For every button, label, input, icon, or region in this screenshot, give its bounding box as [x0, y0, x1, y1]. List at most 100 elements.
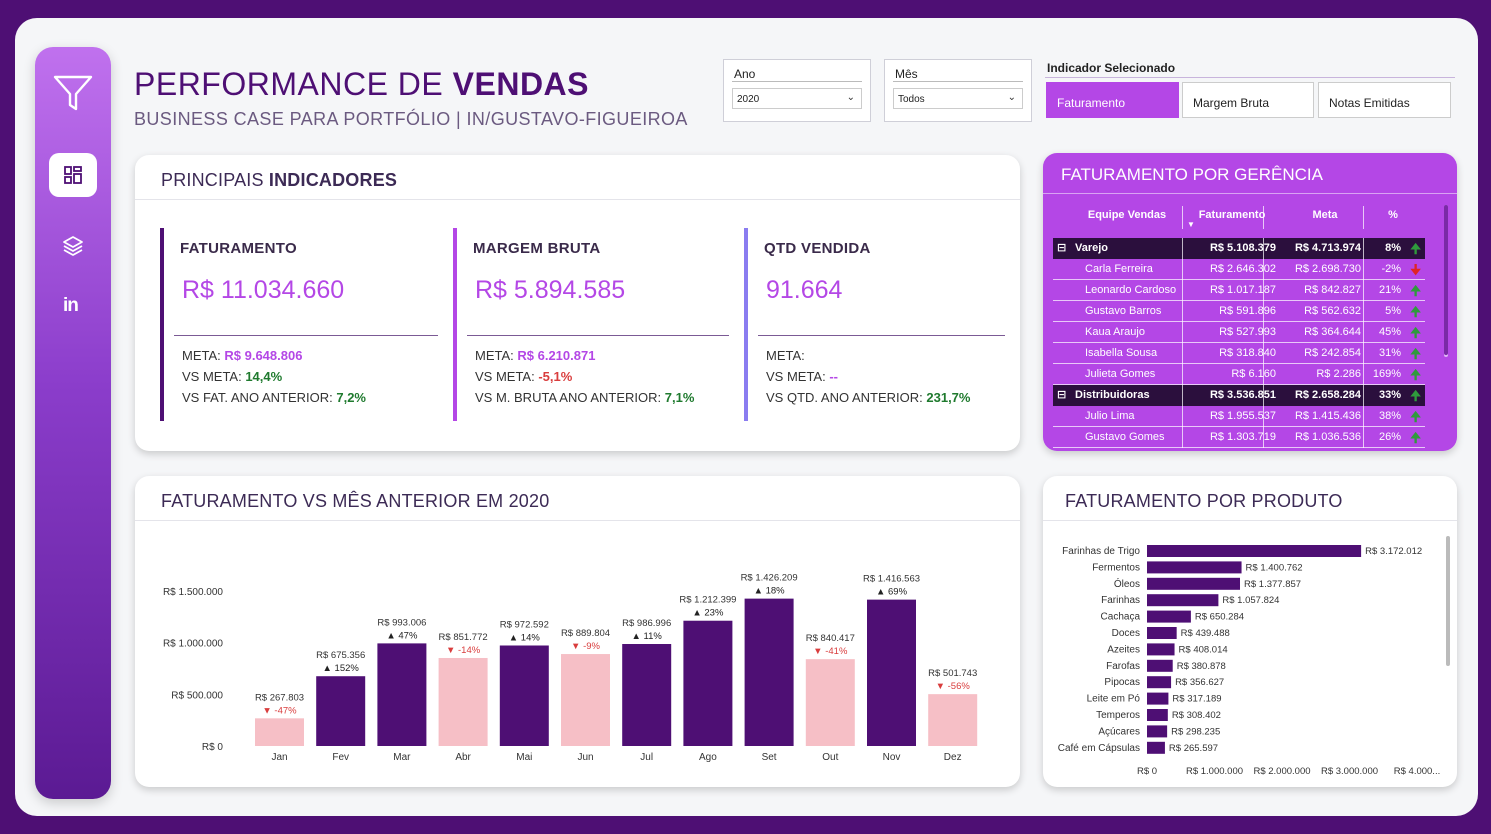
variation-label: ▼ -14% [446, 645, 481, 656]
linkedin-icon[interactable]: in [63, 295, 79, 316]
cell-pct: 26% [1378, 431, 1401, 443]
data-label: R$ 1.400.762 [1246, 562, 1303, 573]
arrow-up-icon: 🠉 [1410, 430, 1421, 445]
x-tick-label: Abr [455, 752, 471, 763]
arrow-up-icon: 🠉 [1410, 304, 1421, 319]
cell-equipe: Kaua Araujo [1085, 326, 1145, 338]
chevron-down-icon: ⌄ [846, 92, 855, 103]
mes-dropdown[interactable]: Todos ⌄ [893, 88, 1023, 109]
indicator-faturamento-button[interactable]: Faturamento [1046, 82, 1179, 118]
data-label: R$ 317.189 [1172, 694, 1221, 705]
indicator-margem-bruta-button[interactable]: Margem Bruta [1182, 82, 1314, 118]
bar-abr[interactable] [438, 657, 488, 746]
product-bar[interactable] [1147, 577, 1241, 590]
cell-equipe: Gustavo Gomes [1085, 431, 1165, 443]
bar-mai[interactable] [499, 645, 549, 746]
cell-pct: 21% [1378, 284, 1401, 296]
header-faturamento[interactable]: Faturamento [1198, 209, 1266, 221]
product-bar[interactable] [1147, 692, 1169, 705]
layers-icon[interactable] [62, 235, 84, 257]
bar-set[interactable] [744, 598, 794, 746]
x-tick-label: Mai [516, 752, 532, 763]
bar-out[interactable] [805, 659, 855, 746]
product-bar[interactable] [1147, 610, 1191, 623]
table-row[interactable]: Isabella Sousa R$ 318.840 R$ 242.854 31% 🠉 [1053, 343, 1425, 364]
group-row[interactable]: ⊟ Distribuidoras R$ 3.536.851 R$ 2.658.284 3… [1053, 385, 1425, 406]
variation-label: ▲ 23% [692, 608, 724, 619]
variation-label: ▼ -9% [571, 641, 600, 652]
bar-fev[interactable] [316, 676, 366, 746]
table-row[interactable]: Julieta Gomes R$ 6.160 R$ 2.286 169% 🠉 [1053, 364, 1425, 385]
bar-jan[interactable] [255, 718, 304, 746]
data-label: R$ 650.284 [1195, 612, 1244, 623]
filter-icon[interactable] [53, 73, 93, 113]
data-label: R$ 408.014 [1179, 644, 1228, 655]
kpi-vs-meta: VS META: -- [766, 369, 838, 384]
kpi-name: MARGEM BRUTA [473, 240, 601, 257]
gerencia-title: FATURAMENTO POR GERÊNCIA [1061, 165, 1323, 184]
product-bar[interactable] [1147, 627, 1177, 639]
x-tick-label: Fev [332, 752, 349, 763]
product-scrollbar[interactable] [1446, 536, 1450, 666]
product-bar[interactable] [1147, 725, 1168, 738]
category-label: Açúcares [1098, 726, 1140, 737]
table-row[interactable]: Kaua Araujo R$ 527.993 R$ 364.644 45% 🠉 [1053, 322, 1425, 343]
product-bar[interactable] [1147, 561, 1242, 574]
bar-dez[interactable] [928, 694, 978, 746]
variation-label: ▼ -47% [262, 705, 297, 716]
dashboard-nav-button[interactable] [49, 153, 97, 197]
bar-ago[interactable] [683, 620, 733, 746]
gerencia-scrollbar[interactable] [1444, 205, 1448, 357]
data-label: R$ 298.235 [1171, 726, 1220, 737]
monthly-chart-card: FATURAMENTO VS MÊS ANTERIOR EM 2020 R$ 0… [135, 476, 1020, 787]
category-label: Óleos [1114, 577, 1140, 590]
page-subtitle: BUSINESS CASE PARA PORTFÓLIO | IN/GUSTAV… [134, 109, 688, 129]
y-tick-label: R$ 1.500.000 [163, 587, 223, 598]
x-tick-label: Jul [640, 752, 653, 763]
table-row[interactable]: Leonardo Cardoso R$ 1.017.187 R$ 842.827 21… [1053, 280, 1425, 301]
kpi-value: R$ 11.034.660 [182, 276, 345, 304]
product-bar[interactable] [1147, 709, 1168, 721]
collapse-icon[interactable]: ⊟ [1057, 389, 1067, 401]
product-bar[interactable] [1147, 594, 1219, 607]
bar-mar[interactable] [377, 643, 427, 746]
data-label: R$ 1.377.857 [1244, 579, 1301, 590]
product-bar[interactable] [1147, 545, 1362, 557]
kpi-value: 91.664 [766, 276, 843, 304]
table-row[interactable]: Julio Lima R$ 1.955.537 R$ 1.415.436 38% 🠉 [1053, 406, 1425, 427]
indicator-notas-emitidas-button[interactable]: Notas Emitidas [1318, 82, 1451, 118]
title-bold: VENDAS [452, 66, 589, 102]
data-label: R$ 265.597 [1169, 743, 1218, 754]
product-bar[interactable] [1147, 643, 1175, 656]
cell-pct: 5% [1385, 305, 1401, 317]
header-equipe[interactable]: Equipe Vendas [1087, 209, 1167, 221]
table-row[interactable]: Carla Ferreira R$ 2.646.302 R$ 2.698.730 -2… [1053, 259, 1425, 280]
kpi-title-light: PRINCIPAIS [161, 170, 269, 190]
y-tick-label: R$ 500.000 [171, 690, 223, 701]
category-label: Farinhas [1101, 595, 1140, 606]
x-tick-label: Jun [577, 752, 593, 763]
cell-meta: R$ 2.698.730 [1294, 263, 1361, 275]
group-row[interactable]: ⊟ Varejo R$ 5.108.379 R$ 4.713.974 8% 🠉 [1053, 238, 1425, 259]
data-label: R$ 851.772 [439, 632, 488, 643]
cell-equipe: Carla Ferreira [1085, 263, 1153, 275]
monthly-chart: R$ 0 R$ 500.000 R$ 1.000.000 R$ 1.500.000 Ja… [163, 573, 978, 763]
header-pct[interactable]: % [1388, 209, 1398, 221]
cell-faturamento: R$ 3.536.851 [1209, 389, 1276, 401]
bar-nov[interactable] [867, 599, 916, 746]
header-meta[interactable]: Meta [1312, 209, 1338, 221]
product-bar[interactable] [1147, 659, 1173, 672]
dashboard-icon [64, 166, 82, 184]
product-bar[interactable] [1147, 676, 1172, 689]
table-row[interactable]: Gustavo Barros R$ 591.896 R$ 562.632 5% 🠉 [1053, 301, 1425, 322]
ano-dropdown[interactable]: 2020 ⌄ [732, 88, 862, 109]
arrow-up-icon: 🠉 [1410, 388, 1421, 403]
bar-jun[interactable] [561, 654, 610, 746]
product-chart-title: FATURAMENTO POR PRODUTO [1065, 491, 1343, 511]
kpi-vs-anterior: VS M. BRUTA ANO ANTERIOR: 7,1% [475, 390, 695, 405]
page-title: PERFORMANCE DE VENDAS [134, 66, 589, 103]
product-bar[interactable] [1147, 741, 1165, 754]
bar-jul[interactable] [622, 644, 672, 746]
table-row[interactable]: Gustavo Gomes R$ 1.303.719 R$ 1.036.536 26%… [1053, 427, 1425, 448]
collapse-icon[interactable]: ⊟ [1057, 242, 1067, 254]
